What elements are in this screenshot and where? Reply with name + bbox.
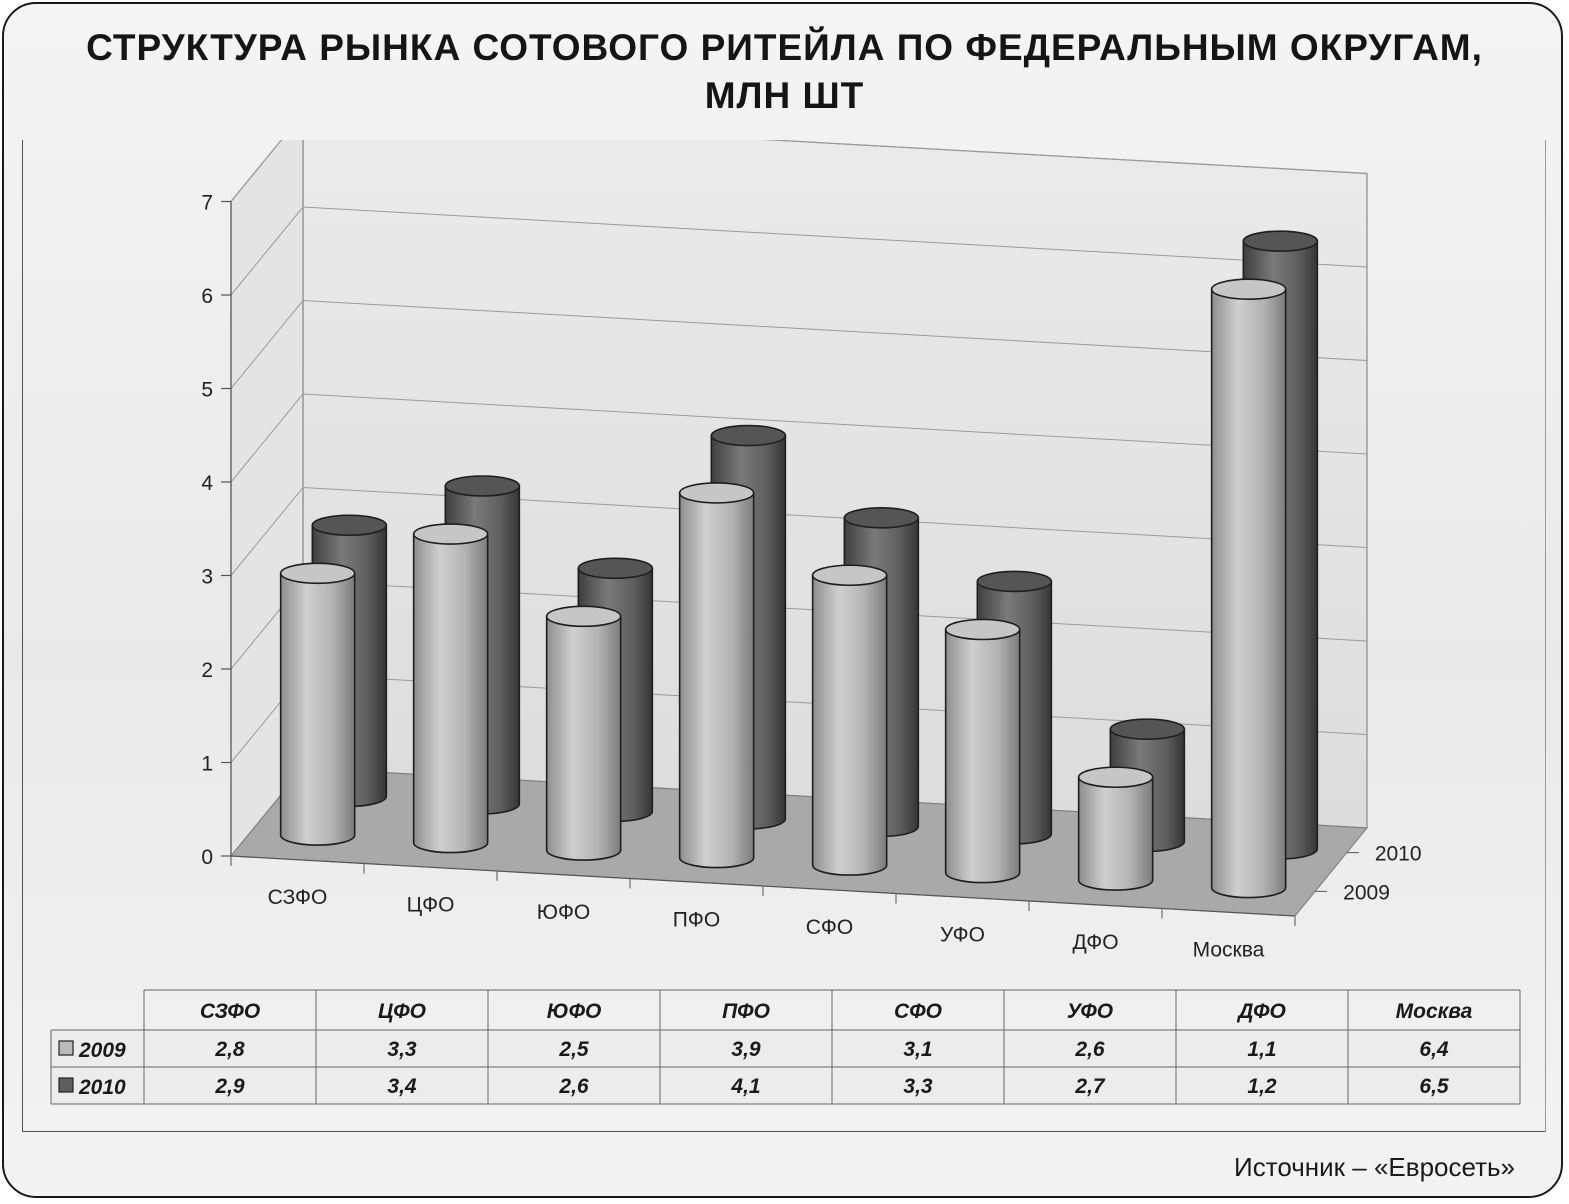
title-line-1: СТРУКТУРА РЫНКА СОТОВОГО РИТЕЙЛА ПО ФЕДЕ… [86, 27, 1483, 68]
bar-2009-5-body [944, 628, 1021, 884]
y-tick-label: 5 [201, 379, 213, 402]
table-value-cell: 6,4 [1419, 1038, 1449, 1061]
bar-2010-1-top [444, 475, 521, 497]
bar-2009-2 [545, 605, 622, 861]
x-tick-label: УФО [940, 923, 985, 946]
table-value-cell: 3,9 [731, 1038, 761, 1061]
bar-2009-1-body [412, 533, 489, 854]
bar-2009-3 [678, 482, 755, 869]
y-tick-label: 6 [201, 285, 213, 308]
bar-2009-1 [412, 523, 489, 854]
gridline [230, 393, 1368, 483]
gridline [230, 206, 1368, 296]
data-table: СЗФО ЦФО ЮФО ПФО СФО УФО ДФО Москва 2009 2,8 3,3 2,… [50, 989, 1521, 1105]
table-header-cell: УФО [1067, 1000, 1113, 1023]
y-tick-label: 7 [201, 192, 213, 215]
x-tick-label: СФО [806, 916, 853, 939]
bar-2009-2-top [545, 605, 622, 628]
category-axis: СЗФО ЦФО ЮФО ПФО СФО УФО ДФО Москва [230, 855, 1296, 961]
bar-2009-3-body [678, 492, 755, 869]
table-value-cell: 2,8 [214, 1038, 245, 1061]
bar-2009-7-body [1210, 288, 1287, 899]
table-header-cell: СЗФО [200, 1000, 260, 1023]
table-value-cell: 6,5 [1419, 1075, 1449, 1098]
bar-2010-3-top [710, 424, 787, 447]
bar-2009-6 [1077, 766, 1154, 891]
depth-label: 2009 [1343, 881, 1390, 904]
legend-label-2009: 2009 [78, 1039, 126, 1062]
table-value-cell: 3,1 [903, 1038, 932, 1061]
table-value-cell: 3,3 [387, 1038, 417, 1061]
bar-2010-6-top [1109, 718, 1186, 740]
chart-svg: 0 1 2 3 4 5 6 7 2010 2009 СЗФО ЦФО ЮФО ПФО СФО УФО ДФО М… [50, 140, 1521, 1105]
table-value-cell: 1,2 [1247, 1075, 1277, 1098]
bar-2010-5-top [976, 570, 1053, 593]
bar-2010-4-top [843, 507, 920, 529]
x-axis-line [230, 855, 1296, 917]
table-value-cell: 3,4 [387, 1075, 417, 1098]
table-header-cell: СФО [894, 1000, 942, 1023]
bar-2009-4-top [811, 564, 888, 587]
bar-2009-4-body [811, 574, 888, 876]
table-value-cell: 2,5 [558, 1038, 589, 1061]
bar-2009-2-body [545, 615, 622, 861]
bar-2009-1-top [412, 523, 489, 545]
bar-2009-5 [944, 618, 1021, 884]
table-value-cell: 1,1 [1247, 1038, 1276, 1061]
table-value-cell: 4,1 [730, 1075, 760, 1098]
table-header-cell: ЦФО [378, 1000, 426, 1023]
table-header-cell: Москва [1396, 1000, 1473, 1023]
bar-2009-4 [811, 564, 888, 876]
table-value-cell: 2,6 [1074, 1038, 1105, 1061]
value-axis: 0 1 2 3 4 5 6 7 2010 2009 [201, 192, 1421, 905]
back-walls [229, 140, 1369, 917]
chart-area: 0 1 2 3 4 5 6 7 2010 2009 СЗФО ЦФО ЮФО ПФО СФО УФО ДФО М… [22, 140, 1546, 1132]
legend-label-2010: 2010 [78, 1076, 126, 1099]
bar-2009-6-body [1077, 776, 1154, 891]
bar-2009-7-top [1210, 278, 1287, 301]
table-value-cell: 2,9 [214, 1075, 245, 1098]
bar-2010-0-top [311, 514, 388, 537]
bar-2009-5-top [944, 618, 1021, 641]
gridline [230, 486, 1368, 576]
x-tick-label: СЗФО [268, 886, 328, 909]
bar-2009-0-top [279, 562, 356, 585]
title-line-2: МЛН ШТ [704, 75, 865, 116]
x-tick-label: ПФО [673, 908, 720, 931]
table-header-cell: ЮФО [547, 1000, 602, 1023]
x-tick-label: Москва [1193, 938, 1265, 961]
bar-2009-3-top [678, 482, 755, 504]
bar-2009-6-top [1077, 766, 1154, 789]
x-tick-label: ЮФО [537, 901, 591, 924]
y-tick-label: 1 [201, 753, 213, 776]
table-value-cell: 2,7 [1074, 1075, 1106, 1098]
bar-2009-7 [1210, 278, 1287, 899]
source-note: Источник – «Евросеть» [1234, 1152, 1515, 1182]
gridline [230, 299, 1368, 389]
bar-2009-0-body [279, 572, 356, 846]
bar-2009-0 [279, 562, 356, 846]
table-header-cell: ПФО [722, 1000, 770, 1023]
table-value-cell: 3,3 [903, 1075, 933, 1098]
legend-swatch-2010 [58, 1077, 74, 1093]
x-tick-label: ДФО [1072, 931, 1118, 954]
y-tick-label: 4 [201, 472, 213, 495]
cylinder-bars [279, 230, 1319, 899]
table-value-cell: 2,6 [558, 1075, 589, 1098]
y-tick-label: 2 [201, 659, 213, 682]
chart-title: СТРУКТУРА РЫНКА СОТОВОГО РИТЕЙЛА ПО ФЕДЕ… [40, 24, 1529, 120]
depth-label: 2010 [1375, 843, 1422, 866]
bar-2010-7-top [1242, 230, 1319, 252]
table-header-cell: ДФО [1236, 1000, 1286, 1023]
y-tick-label: 3 [201, 566, 213, 589]
x-tick-label: ЦФО [407, 893, 455, 916]
bar-2010-2-top [577, 557, 654, 580]
legend-swatch-2009 [58, 1040, 74, 1056]
y-tick-label: 0 [201, 846, 213, 869]
gridline [230, 140, 1368, 202]
